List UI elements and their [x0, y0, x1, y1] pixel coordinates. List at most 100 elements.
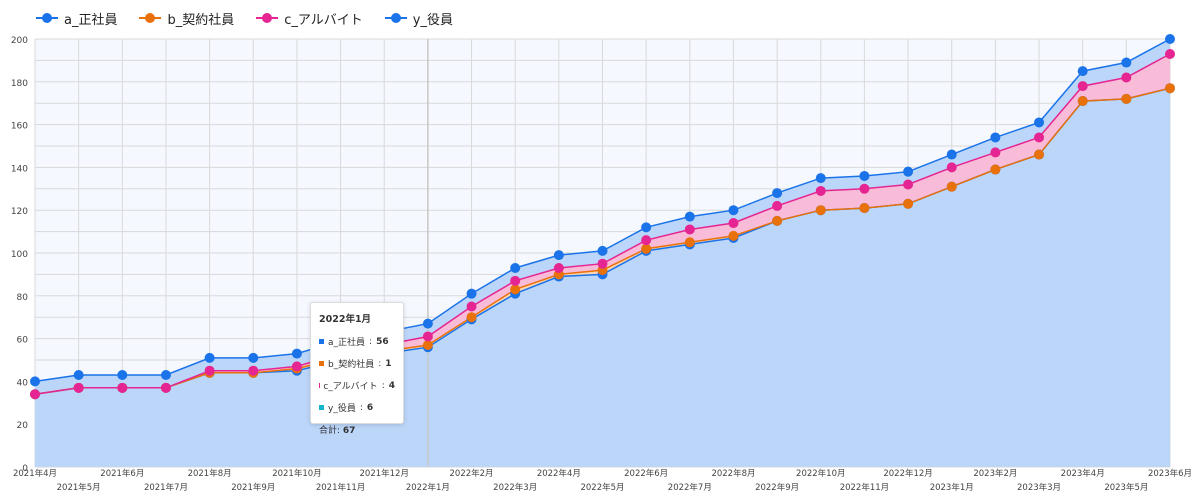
legend-item-b[interactable]: b_契約社員 [139, 9, 234, 28]
tooltip-value-b: 1 [385, 358, 392, 369]
data-point-series-3 [815, 173, 826, 184]
tooltip-row-b: b_契約社員: 1 [319, 357, 395, 370]
data-point-series-1 [815, 205, 826, 216]
data-point-series-2 [684, 224, 695, 235]
tooltip-swatch-a [319, 339, 324, 344]
x-tick-label: 2022年9月 [755, 482, 799, 493]
tooltip-swatch-b [319, 361, 324, 366]
data-point-series-2 [1034, 132, 1045, 143]
data-point-series-3 [903, 166, 914, 177]
tooltip-value-a: 56 [376, 336, 389, 347]
y-tick-label: 120 [11, 207, 28, 217]
data-point-series-2 [30, 389, 40, 400]
data-point-series-1 [1121, 93, 1132, 104]
legend-item-c[interactable]: c_アルバイト [256, 9, 363, 28]
data-point-series-3 [641, 222, 652, 233]
tooltip-label-a: a_正社員 [328, 338, 366, 348]
data-tooltip: 2022年1月 a_正社員: 56 b_契約社員: 1 c_アルバイト: 4 y… [310, 302, 404, 436]
data-point-series-3 [728, 205, 739, 216]
data-point-series-3 [204, 352, 215, 363]
y-tick-label: 0 [22, 464, 28, 474]
data-point-series-2 [117, 382, 128, 393]
tooltip-row-a: a_正社員: 56 [319, 335, 395, 348]
data-point-series-3 [291, 348, 302, 359]
y-tick-label: 40 [17, 378, 29, 388]
data-point-series-2 [1077, 81, 1088, 92]
tooltip-value-y: 6 [366, 402, 374, 413]
data-point-series-3 [1121, 57, 1132, 68]
data-point-series-3 [73, 369, 84, 380]
x-tick-label: 2021年4月 [13, 468, 57, 479]
tooltip-row-c: c_アルバイト: 4 [319, 380, 395, 392]
x-tick-label: 2023年3月 [1017, 482, 1061, 493]
data-point-series-2 [1121, 72, 1132, 83]
data-point-series-1 [684, 237, 695, 248]
legend-swatch-b [139, 12, 162, 24]
x-tick-label: 2021年9月 [231, 482, 275, 493]
data-point-series-3 [1077, 66, 1088, 77]
x-tick-label: 2021年5月 [57, 482, 101, 493]
data-point-series-3 [597, 245, 608, 256]
y-tick-label: 140 [11, 164, 28, 174]
x-tick-label: 2022年12月 [883, 468, 932, 479]
data-point-series-1 [946, 181, 957, 192]
x-tick-label: 2022年5月 [580, 482, 624, 493]
x-tick-label: 2021年11月 [316, 482, 365, 493]
data-point-series-2 [903, 179, 914, 190]
data-point-series-3 [859, 170, 870, 181]
data-point-series-1 [859, 203, 870, 214]
legend-label-a: a_正社員 [64, 12, 118, 28]
data-point-series-1 [1034, 149, 1045, 160]
x-tick-label: 2022年8月 [711, 468, 755, 479]
data-point-series-2 [204, 365, 215, 376]
y-tick-label: 200 [11, 36, 28, 46]
data-point-series-1 [422, 340, 433, 351]
data-point-series-1 [1165, 83, 1175, 94]
legend-item-a[interactable]: a_正社員 [36, 9, 117, 28]
x-tick-label: 2023年2月 [973, 468, 1017, 479]
data-point-series-3 [117, 369, 128, 380]
x-tick-label: 2022年7月 [668, 482, 712, 493]
data-point-series-2 [772, 200, 783, 211]
x-tick-label: 2022年2月 [450, 468, 494, 479]
data-point-series-3 [466, 288, 477, 299]
data-point-series-2 [597, 258, 608, 269]
data-point-series-2 [291, 361, 302, 372]
legend-label-b: b_契約社員 [167, 12, 235, 28]
data-point-series-2 [641, 235, 652, 246]
data-point-series-2 [728, 218, 739, 229]
x-tick-label: 2021年10月 [272, 468, 321, 479]
data-point-series-1 [990, 164, 1001, 175]
data-point-series-2 [1165, 48, 1175, 59]
legend-swatch-y [384, 12, 407, 24]
y-tick-label: 80 [17, 293, 29, 303]
data-point-series-1 [641, 243, 652, 254]
legend-label-y: y_役員 [412, 12, 453, 28]
tooltip-total-value: 67 [342, 426, 356, 436]
y-tick-label: 160 [11, 122, 28, 132]
tooltip-label-y: y_役員 [328, 404, 356, 414]
data-point-series-1 [466, 312, 477, 323]
x-tick-label: 2022年1月 [406, 482, 450, 493]
tooltip-label-b: b_契約社員 [328, 360, 375, 370]
x-tick-label: 2022年10月 [796, 468, 845, 479]
y-tick-label: 20 [17, 421, 29, 431]
data-point-series-3 [1165, 34, 1175, 44]
data-point-series-3 [30, 376, 40, 387]
data-point-series-3 [946, 149, 957, 160]
x-tick-label: 2023年6月 [1148, 468, 1192, 479]
stacked-area-chart: 0 20 40 60 80 100 120 140 160 180 200 2021年4月2021年5… [11, 34, 1192, 493]
x-tick-label: 2022年3月 [493, 482, 537, 493]
data-point-series-3 [684, 211, 695, 222]
data-point-series-2 [990, 147, 1001, 158]
data-point-series-3 [553, 250, 564, 261]
data-point-series-1 [903, 198, 914, 209]
x-tick-label: 2023年1月 [930, 482, 974, 493]
tooltip-swatch-y [319, 405, 324, 410]
legend-item-y[interactable]: y_役員 [384, 9, 453, 28]
x-tick-label: 2021年12月 [360, 468, 409, 479]
data-point-series-3 [160, 369, 171, 380]
x-tick-label: 2021年8月 [188, 468, 232, 479]
x-tick-label: 2023年5月 [1104, 482, 1148, 493]
x-tick-label: 2021年7月 [144, 482, 188, 493]
